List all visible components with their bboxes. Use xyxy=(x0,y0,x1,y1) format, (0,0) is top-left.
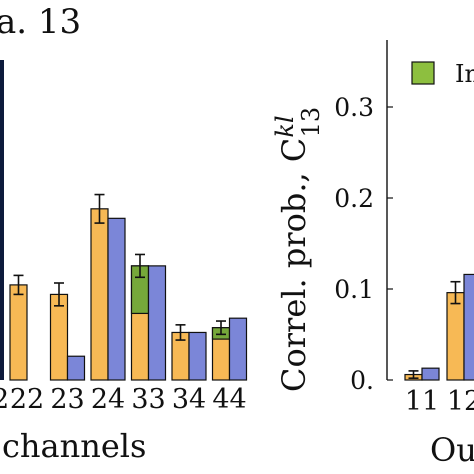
right-x-tick-label-12: 12 xyxy=(447,386,474,417)
y-tick-label-1: 0.1 xyxy=(334,275,374,304)
right-y-axis-label: Correl. prob., Ckl13 xyxy=(271,107,325,392)
left-panel: a. 13 22 23 24 33 34 44 2 channels xyxy=(0,2,248,465)
left-x-axis-label: channels xyxy=(2,427,146,465)
right-x-axis-label: Ou xyxy=(430,431,474,469)
y-tick-label-0: 0. xyxy=(350,366,374,395)
x-tick-label-33: 33 xyxy=(131,384,165,415)
right-y-axis-label-sub: 13 xyxy=(297,107,325,138)
right-y-tick-labels: 0. 0.1 0.2 0.3 xyxy=(334,93,393,395)
bar-blue-33 xyxy=(147,265,167,381)
right-bar-orange-12 xyxy=(446,292,465,381)
legend-swatch xyxy=(411,61,435,85)
right-y-axis-label-sup: kl xyxy=(271,115,299,137)
x-tick-label-34: 34 xyxy=(172,384,206,415)
left-panel-title: a. 13 xyxy=(0,2,81,42)
left-x-tick-labels: 22 23 24 33 34 44 2 xyxy=(0,384,247,415)
right-panel: 0. 0.1 0.2 0.3 Correl. prob., Ckl13 11 12 Ou… xyxy=(271,40,474,469)
legend-label: In xyxy=(455,60,474,88)
x-tick-label-23: 23 xyxy=(50,384,84,415)
bar-orange-23 xyxy=(49,293,69,381)
right-x-tick-labels: 11 12 xyxy=(405,386,474,417)
left-bars xyxy=(9,193,248,381)
x-tick-label-partial: 2 xyxy=(0,384,9,415)
right-bars xyxy=(404,273,474,381)
bar-orange-22 xyxy=(9,284,28,381)
x-tick-label-24: 24 xyxy=(91,384,125,415)
bar-blue-34 xyxy=(188,331,207,381)
bar-blue-44 xyxy=(228,317,248,381)
y-tick-label-3: 0.3 xyxy=(334,93,374,122)
left-axis-spine xyxy=(0,60,4,380)
right-x-tick-label-11: 11 xyxy=(405,386,439,417)
x-tick-label-44: 44 xyxy=(212,384,246,415)
right-y-axis-label-main: Correl. prob., C xyxy=(275,138,313,392)
y-tick-label-2: 0.2 xyxy=(334,184,374,213)
bar-blue-23 xyxy=(66,355,86,381)
x-tick-label-22: 22 xyxy=(10,384,44,415)
bar-blue-24 xyxy=(107,217,126,381)
right-bar-blue-12 xyxy=(463,273,474,381)
bar-orange-24 xyxy=(90,208,109,381)
right-bar-blue-11 xyxy=(421,367,440,381)
